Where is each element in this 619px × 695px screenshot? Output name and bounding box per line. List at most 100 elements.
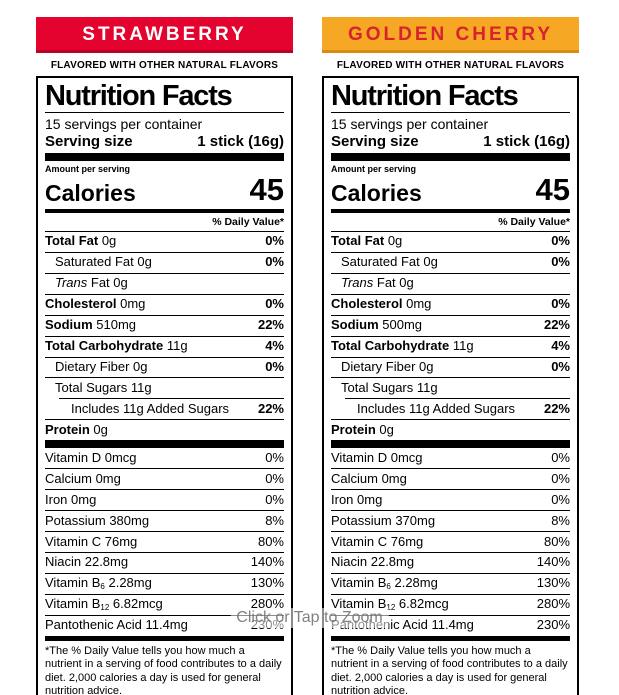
nutrient-name: Calcium 0mg bbox=[45, 470, 121, 486]
amount-per-serving-label: Amount per serving bbox=[331, 164, 417, 175]
thick-divider bbox=[45, 635, 284, 641]
nutrient-row: Dietary Fiber 0g 0% bbox=[331, 356, 570, 378]
nutrient-name: Includes 11g Added Sugars bbox=[71, 400, 230, 416]
daily-value-footnote: *The % Daily Value tells you how much a … bbox=[45, 644, 282, 695]
nutrient-name: Dietary Fiber 0g bbox=[55, 359, 148, 374]
nutrient-daily-value: 8% bbox=[265, 512, 284, 528]
nutrient-name: Potassium 380mg bbox=[45, 512, 150, 528]
flavor-name: STRAWBERRY bbox=[82, 24, 247, 45]
nutrient-row: Iron 0mg 0% bbox=[331, 489, 570, 510]
serving-size-value: 1 stick (16g) bbox=[483, 133, 570, 151]
nutrient-row: Total Sugars 11g bbox=[45, 377, 284, 398]
nutrient-name: Saturated Fat 0g bbox=[341, 254, 438, 270]
nutrient-rows-vitamins: Vitamin D 0mcg 0% Calcium 0mg 0% Iron 0m… bbox=[331, 448, 570, 635]
nutrient-name: Pantothenic Acid 11.4mg bbox=[45, 617, 188, 633]
serving-size-row: Serving size 1 stick (16g) bbox=[331, 132, 570, 153]
nutrient-daily-value: 280% bbox=[536, 596, 570, 612]
nutrient-row: Total Carbohydrate 11g 4% bbox=[45, 335, 284, 357]
nutrient-row: Includes 11g Added Sugars 22% bbox=[59, 398, 284, 419]
nutrient-name: Vitamin C 76mg bbox=[45, 533, 138, 549]
nutrient-name: Total Carbohydrate 11g bbox=[331, 338, 474, 354]
nutrient-row: Vitamin D 0mcg 0% bbox=[45, 448, 284, 468]
nutrition-facts-title: Nutrition Facts bbox=[331, 81, 570, 114]
nutrient-row: Potassium 370mg 8% bbox=[331, 510, 570, 531]
flavor-tagline: FLAVORED WITH OTHER NATURAL FLAVORS bbox=[50, 60, 279, 71]
nutrient-daily-value: 230% bbox=[536, 617, 570, 633]
amount-per-serving-label: Amount per serving bbox=[45, 164, 131, 175]
calories-row: Calories 45 bbox=[45, 174, 284, 207]
nutrient-daily-value: 0% bbox=[551, 491, 570, 507]
thick-divider bbox=[45, 440, 284, 449]
nutrient-row: Total Fat 0g 0% bbox=[45, 230, 284, 252]
nutrient-daily-value: 22% bbox=[257, 317, 284, 333]
nutrient-name: Total Fat 0g bbox=[331, 233, 403, 249]
nutrient-daily-value: 0% bbox=[265, 296, 284, 312]
nutrient-daily-value: 0% bbox=[265, 254, 284, 270]
nutrient-name: Sodium 510mg bbox=[45, 317, 137, 333]
nutrient-row: Protein 0g bbox=[45, 419, 284, 440]
nutrition-facts-title: Nutrition Facts bbox=[45, 81, 284, 114]
nutrient-row: Calcium 0mg 0% bbox=[331, 468, 570, 489]
nutrient-row: Sodium 500mg 22% bbox=[331, 314, 570, 336]
nutrient-row: Cholesterol 0mg 0% bbox=[331, 293, 570, 315]
nutrient-row: Vitamin B12 6.82mcg 280% bbox=[45, 593, 284, 615]
nutrient-name: Vitamin D 0mcg bbox=[45, 449, 137, 465]
flavor-tagline: FLAVORED WITH OTHER NATURAL FLAVORS bbox=[336, 60, 565, 71]
nutrient-row: Sodium 510mg 22% bbox=[45, 314, 284, 336]
nutrient-name: Trans Fat 0g bbox=[55, 275, 128, 291]
nutrient-daily-value: 140% bbox=[250, 554, 284, 570]
nutrient-rows-main: Total Fat 0g 0% Saturated Fat 0g 0% Tran… bbox=[331, 230, 570, 440]
nutrition-facts-panel: Nutrition Facts 15 servings per containe… bbox=[36, 76, 293, 695]
nutrient-name: Total Sugars 11g bbox=[55, 379, 152, 395]
nutrient-daily-value: 0% bbox=[551, 233, 570, 249]
nutrient-daily-value: 0% bbox=[265, 233, 284, 249]
nutrient-row: Calcium 0mg 0% bbox=[45, 468, 284, 489]
nutrient-name: Vitamin B12 6.82mcg bbox=[45, 596, 163, 613]
flavor-name: GOLDEN CHERRY bbox=[347, 24, 554, 45]
nutrient-rows-vitamins: Vitamin D 0mcg 0% Calcium 0mg 0% Iron 0m… bbox=[45, 448, 284, 635]
zoom-hint-overlay[interactable]: Click or Tap to Zoom bbox=[230, 608, 389, 628]
nutrient-name: Total Sugars 11g bbox=[341, 379, 438, 395]
nutrient-row: Potassium 380mg 8% bbox=[45, 510, 284, 531]
nutrient-daily-value: 22% bbox=[543, 400, 570, 416]
nutrient-row: Iron 0mg 0% bbox=[45, 489, 284, 510]
thick-divider bbox=[45, 153, 284, 162]
serving-size-row: Serving size 1 stick (16g) bbox=[45, 132, 284, 153]
calories-label: Calories bbox=[331, 180, 422, 207]
daily-value-footnote: *The % Daily Value tells you how much a … bbox=[331, 644, 568, 695]
medium-divider bbox=[45, 208, 284, 213]
nutrient-row: Trans Fat 0g bbox=[45, 272, 284, 294]
flavor-banner: STRAWBERRY bbox=[36, 17, 293, 53]
nutrient-daily-value: 8% bbox=[551, 512, 570, 528]
nutrient-daily-value: 22% bbox=[257, 400, 284, 416]
nutrient-daily-value: 0% bbox=[551, 470, 570, 486]
servings-per-container: 15 servings per container bbox=[45, 116, 203, 133]
nutrient-row: Niacin 22.8mg 140% bbox=[45, 551, 284, 573]
nutrient-name: Saturated Fat 0g bbox=[55, 254, 152, 270]
nutrient-name: Iron 0mg bbox=[45, 491, 97, 507]
calories-label: Calories bbox=[45, 180, 136, 207]
product-label-card: STRAWBERRY FLAVORED WITH OTHER NATURAL F… bbox=[36, 17, 293, 695]
calories-row: Calories 45 bbox=[331, 174, 570, 207]
nutrient-name: Vitamin B6 2.28mg bbox=[331, 575, 438, 592]
nutrient-name: Dietary Fiber 0g bbox=[341, 359, 434, 374]
nutrient-row: Vitamin B6 2.28mg 130% bbox=[45, 572, 284, 594]
thick-divider bbox=[331, 153, 570, 162]
nutrient-name: Total Fat 0g bbox=[45, 233, 117, 249]
thick-divider bbox=[331, 635, 570, 641]
serving-size-value: 1 stick (16g) bbox=[197, 133, 284, 151]
nutrient-name: Protein 0g bbox=[45, 421, 108, 437]
nutrient-daily-value: 0% bbox=[551, 254, 570, 270]
calories-value: 45 bbox=[535, 172, 570, 208]
nutrient-row: Protein 0g bbox=[331, 419, 570, 440]
flavor-banner: GOLDEN CHERRY bbox=[322, 17, 579, 53]
nutrient-name: Calcium 0mg bbox=[331, 470, 407, 486]
nutrient-daily-value: 0% bbox=[265, 449, 284, 465]
nutrient-daily-value: 0% bbox=[265, 470, 284, 486]
thick-divider bbox=[331, 440, 570, 449]
nutrient-daily-value: 4% bbox=[265, 338, 284, 354]
nutrient-daily-value: 0% bbox=[551, 449, 570, 465]
nutrient-row: Trans Fat 0g bbox=[331, 272, 570, 294]
nutrient-daily-value: 0% bbox=[551, 296, 570, 312]
